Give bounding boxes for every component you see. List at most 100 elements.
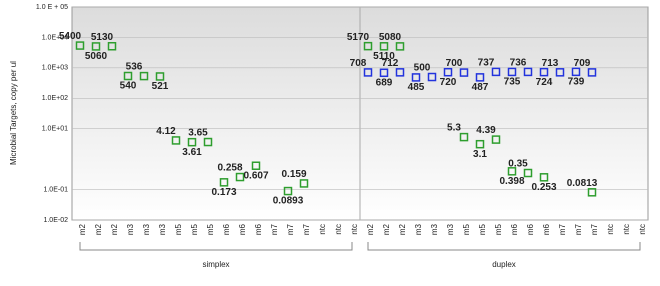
marker — [571, 67, 581, 77]
marker — [555, 68, 565, 77]
marker — [91, 42, 101, 51]
y-tick-label: 1.0E+02 — [42, 95, 68, 102]
value-label: 0.607 — [243, 170, 268, 181]
x-tick-label: ntc — [606, 224, 615, 235]
marker — [219, 178, 229, 187]
marker — [475, 73, 485, 82]
x-tick-label: m5 — [174, 223, 183, 235]
marker — [587, 188, 597, 197]
x-tick-label: m7 — [286, 223, 295, 235]
value-label: 0.0893 — [273, 196, 304, 207]
value-label: 5110 — [373, 51, 395, 62]
y-tick-label: 1.0E-02 — [43, 217, 68, 224]
marker — [299, 179, 309, 188]
marker — [443, 67, 453, 77]
marker — [587, 68, 597, 77]
marker — [491, 135, 501, 144]
marker — [475, 139, 485, 149]
value-label: 3.1 — [473, 149, 487, 160]
value-label: 5060 — [85, 51, 108, 62]
value-label: 724 — [536, 77, 553, 88]
value-label: 689 — [376, 77, 393, 88]
x-tick-label: m6 — [254, 223, 263, 235]
marker — [539, 67, 549, 77]
marker — [459, 132, 469, 142]
group-label: simplex — [202, 260, 229, 269]
x-tick-label: ntc — [334, 224, 343, 235]
x-tick-label: m7 — [590, 223, 599, 235]
marker — [235, 172, 245, 182]
y-tick-label: 1.0E+03 — [42, 65, 68, 72]
x-tick-label: m3 — [158, 223, 167, 235]
marker — [203, 137, 213, 147]
x-tick-label: m3 — [142, 223, 151, 235]
value-label: 540 — [120, 81, 137, 92]
marker — [507, 67, 517, 77]
marker — [363, 41, 373, 51]
marker — [283, 186, 293, 196]
marker — [187, 137, 197, 147]
value-label: 739 — [568, 76, 585, 87]
value-label: 736 — [510, 58, 527, 69]
group-bracket — [367, 242, 641, 251]
x-tick-label: m7 — [558, 223, 567, 235]
value-label: 712 — [382, 58, 399, 69]
group-bracket — [79, 242, 353, 251]
y-axis-title: Microbial Targets, copy per ul — [9, 61, 18, 165]
x-tick-label: ntc — [622, 224, 631, 235]
value-label: 5080 — [379, 32, 402, 43]
value-label: 737 — [478, 58, 495, 69]
x-tick-label: m2 — [366, 223, 375, 235]
marker — [171, 136, 181, 145]
value-label: 0.398 — [499, 176, 524, 187]
x-tick-label: m3 — [446, 223, 455, 235]
marker — [507, 167, 517, 176]
x-tick-label: m2 — [382, 223, 391, 235]
value-label: 0.0813 — [567, 178, 598, 189]
value-label: 500 — [414, 63, 431, 74]
value-label: 0.159 — [281, 169, 306, 180]
marker — [75, 41, 85, 50]
marker — [459, 68, 469, 77]
marker — [523, 168, 533, 178]
x-tick-label: m6 — [238, 223, 247, 235]
x-tick-label: ntc — [350, 224, 359, 235]
marker — [379, 68, 389, 78]
x-tick-label: m3 — [430, 223, 439, 235]
value-label: 0.253 — [531, 182, 556, 193]
x-tick-label: m2 — [398, 223, 407, 235]
x-tick-label: m5 — [462, 223, 471, 235]
value-label: 4.12 — [156, 126, 176, 137]
x-tick-label: m5 — [494, 223, 503, 235]
marker — [491, 67, 501, 77]
value-label: 0.35 — [508, 159, 528, 170]
value-label: 4.39 — [476, 125, 496, 136]
y-tick-label: 1.0E-01 — [43, 186, 68, 193]
marker — [539, 173, 549, 182]
marker — [107, 41, 117, 51]
marker — [395, 68, 405, 77]
value-label: 720 — [440, 77, 457, 88]
value-label: 5.3 — [447, 123, 461, 134]
x-tick-label: m7 — [270, 223, 279, 235]
x-tick-label: m7 — [574, 223, 583, 235]
value-label: 487 — [472, 82, 489, 93]
marker — [139, 71, 149, 81]
value-label: 709 — [574, 58, 591, 69]
value-label: 0.173 — [211, 187, 236, 198]
value-label: 708 — [350, 58, 367, 69]
value-label: 5130 — [91, 32, 114, 43]
value-label: 0.258 — [217, 163, 242, 174]
marker — [251, 161, 261, 170]
marker — [395, 42, 405, 51]
x-tick-label: m5 — [206, 223, 215, 235]
value-label: 5170 — [347, 32, 370, 43]
x-tick-label: m3 — [414, 223, 423, 235]
group-label: duplex — [492, 260, 516, 269]
marker — [427, 72, 437, 82]
x-tick-label: m2 — [94, 223, 103, 235]
marker — [411, 73, 421, 82]
y-tick-label: 1.0 E + 05 — [36, 4, 68, 11]
marker — [523, 67, 533, 77]
